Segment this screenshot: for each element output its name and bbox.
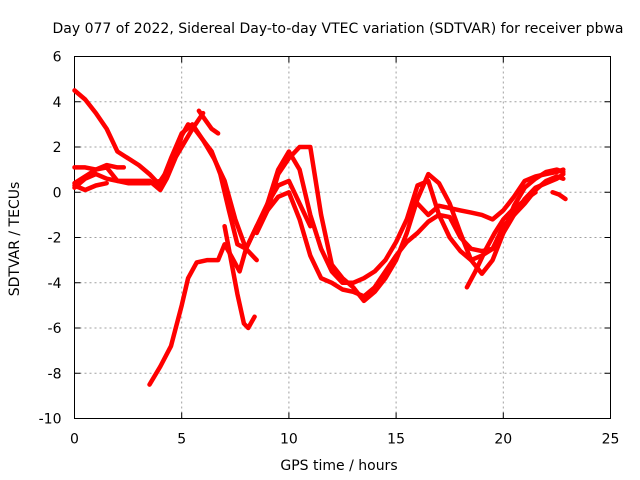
series-track-10 [415, 167, 566, 222]
x-tick-label: 25 [602, 432, 620, 448]
series-track-3 [72, 122, 313, 252]
x-tick-label: 20 [494, 432, 512, 448]
x-tick-label: 0 [70, 432, 79, 448]
series-track-9 [265, 149, 566, 286]
series-track-13 [196, 108, 221, 136]
y-tick-label: 0 [53, 185, 62, 201]
y-tick-label: -10 [39, 412, 62, 428]
grid [74, 56, 611, 419]
tick-marks [74, 56, 611, 419]
y-tick-label: -8 [48, 366, 62, 382]
y-tick-label: 2 [53, 140, 62, 156]
series-track-7 [222, 223, 257, 331]
x-tick-label: 10 [280, 432, 298, 448]
series-track-8 [254, 144, 566, 304]
x-tick-label: 5 [177, 432, 186, 448]
y-tick-label: -6 [48, 321, 62, 337]
x-tick-labels: 0 5 10 15 20 25 [70, 432, 619, 448]
y-tick-label: -4 [48, 276, 62, 292]
series-track-11 [464, 190, 538, 290]
y-tick-labels: -10 -8 -6 -4 -2 0 2 4 6 [39, 50, 62, 428]
series-track-5 [72, 180, 109, 193]
x-tick-label: 15 [387, 432, 405, 448]
y-tick-label: 4 [53, 95, 62, 111]
series-track-12 [550, 190, 568, 202]
data-series [72, 88, 568, 387]
y-tick-label: -2 [48, 231, 62, 247]
series-track-4 [72, 162, 127, 186]
y-tick-label: 6 [53, 50, 62, 66]
chart-title: Day 077 of 2022, Sidereal Day-to-day VTE… [52, 21, 623, 37]
x-axis-label: GPS time / hours [280, 458, 397, 474]
y-axis-label: SDTVAR / TECUs [7, 182, 23, 297]
